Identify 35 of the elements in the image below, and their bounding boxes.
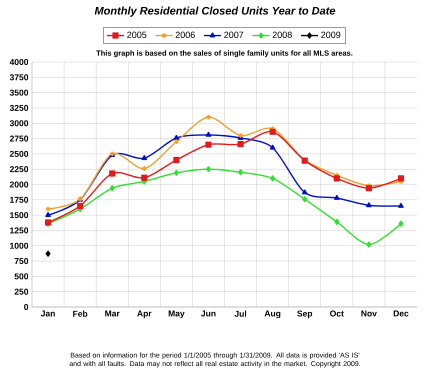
x-tick-label: Nov	[361, 310, 377, 316]
x-tick-label: Jan	[40, 310, 55, 316]
y-tick-label: 500	[14, 273, 28, 280]
x-tick-label: Oct	[330, 310, 344, 317]
y-tick-label: 3500	[10, 90, 28, 96]
y-tick-label: 3250	[10, 104, 28, 111]
legend-label: 2006	[176, 32, 195, 38]
y-tick-label: 0	[24, 304, 28, 310]
y-tick-label: 750	[14, 258, 28, 264]
x-tick-label: Mar	[105, 310, 120, 316]
y-tick-label: 1250	[10, 227, 28, 234]
x-tick-label: Dec	[394, 310, 409, 316]
y-tick-label: 250	[14, 288, 28, 295]
y-tick-label: 3000	[10, 120, 28, 126]
x-tick-label: Feb	[73, 310, 88, 317]
legend-label: 2009	[321, 32, 340, 38]
x-tick-label: Sep	[297, 310, 312, 318]
y-tick-label: 1750	[10, 196, 28, 203]
y-tick-label: 2000	[10, 182, 28, 188]
legend-label: 2008	[272, 32, 292, 38]
x-tick-label: Apr	[137, 310, 152, 318]
y-tick-label: 1000	[10, 242, 28, 249]
y-tick-label: 4000	[10, 59, 28, 66]
x-tick-label: Jul	[234, 310, 246, 317]
y-tick-label: 2250	[10, 166, 28, 172]
legend-label: 2007	[224, 32, 244, 38]
chart-title: Monthly Residential Closed Units Year to Date	[94, 6, 336, 17]
x-tick-label: May	[168, 310, 185, 318]
y-tick-label: 2750	[10, 136, 28, 142]
y-tick-label: 1500	[10, 212, 28, 218]
y-tick-label: 2500	[10, 150, 28, 157]
x-tick-label: Jun	[201, 310, 216, 316]
x-tick-label: Aug	[264, 310, 280, 318]
legend-label: 2005	[127, 32, 146, 38]
y-tick-label: 3750	[10, 74, 28, 80]
